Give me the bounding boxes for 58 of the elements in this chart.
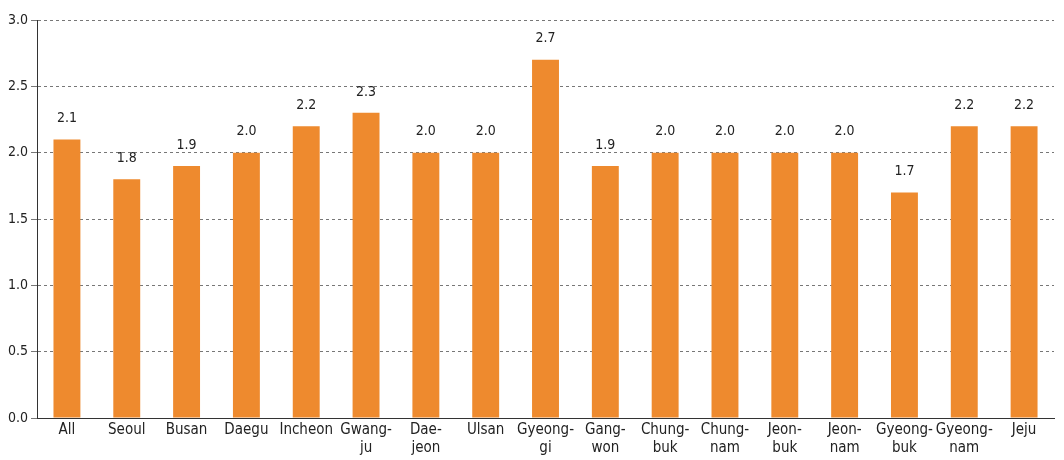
bar	[232, 152, 260, 418]
x-tick-label: Daegu	[224, 419, 269, 438]
data-label: 2.0	[475, 122, 496, 139]
x-tick-label: Jeju	[1010, 419, 1037, 438]
data-label: 2.0	[415, 122, 436, 139]
data-label: 2.2	[954, 95, 975, 112]
x-tick-label: Gyeong-nam	[935, 419, 993, 456]
bar	[173, 165, 201, 418]
bar	[352, 112, 380, 418]
y-tick-label: 3.0	[7, 10, 29, 27]
bar	[532, 59, 559, 418]
y-tick-label: 2.5	[7, 76, 29, 93]
x-tick-label: Chung-buk	[640, 419, 690, 456]
data-label: 2.1	[56, 109, 77, 126]
data-label: 2.0	[834, 122, 855, 139]
bar	[472, 152, 500, 418]
x-tick-label: All	[58, 419, 76, 438]
data-label: 2.3	[356, 82, 377, 99]
x-tick-label: Seoul	[108, 419, 146, 438]
bar	[831, 152, 859, 418]
x-tick-label: Jeon-buk	[766, 419, 802, 456]
bar	[113, 179, 141, 418]
y-tick-label: 2.0	[7, 143, 29, 160]
data-label: 2.0	[774, 122, 795, 139]
x-tick-label: Gwang-ju	[340, 419, 393, 456]
x-tick-label: Gyeong-buk	[875, 419, 934, 456]
data-label: 1.9	[595, 135, 616, 152]
y-tick-label: 1.0	[7, 275, 29, 292]
bar	[890, 192, 918, 418]
data-label: 2.0	[714, 122, 735, 139]
y-tick-label: 1.5	[7, 209, 29, 226]
data-label: 1.7	[894, 162, 915, 179]
data-label: 2.2	[296, 95, 317, 112]
data-label: 1.9	[176, 135, 197, 152]
x-tick-label: Gyeong-gi	[517, 419, 575, 456]
data-label: 2.2	[1014, 95, 1035, 112]
bar	[53, 139, 81, 418]
data-label: 2.0	[655, 122, 676, 139]
x-tick-label: Ulsan	[466, 419, 505, 438]
bar	[711, 152, 739, 418]
x-tick-label: Busan	[165, 419, 208, 438]
x-tick-label: Gang-won	[584, 419, 626, 456]
bar	[950, 126, 978, 418]
bar	[1010, 126, 1038, 418]
x-tick-label: Dae-jeon	[409, 419, 442, 456]
bar	[651, 152, 679, 418]
x-tick-label: Chung-nam	[700, 419, 750, 456]
data-label: 2.0	[236, 122, 257, 139]
x-tick-label: Jeon-nam	[826, 419, 862, 456]
x-tick-label: Incheon	[279, 419, 334, 438]
bar	[771, 152, 799, 418]
bar	[412, 152, 440, 418]
bar	[591, 165, 619, 418]
data-label: 1.8	[116, 148, 137, 165]
bar	[292, 126, 320, 418]
data-label: 2.7	[535, 29, 556, 46]
y-tick-label: 0.0	[7, 408, 29, 425]
y-tick-label: 0.5	[7, 342, 29, 359]
